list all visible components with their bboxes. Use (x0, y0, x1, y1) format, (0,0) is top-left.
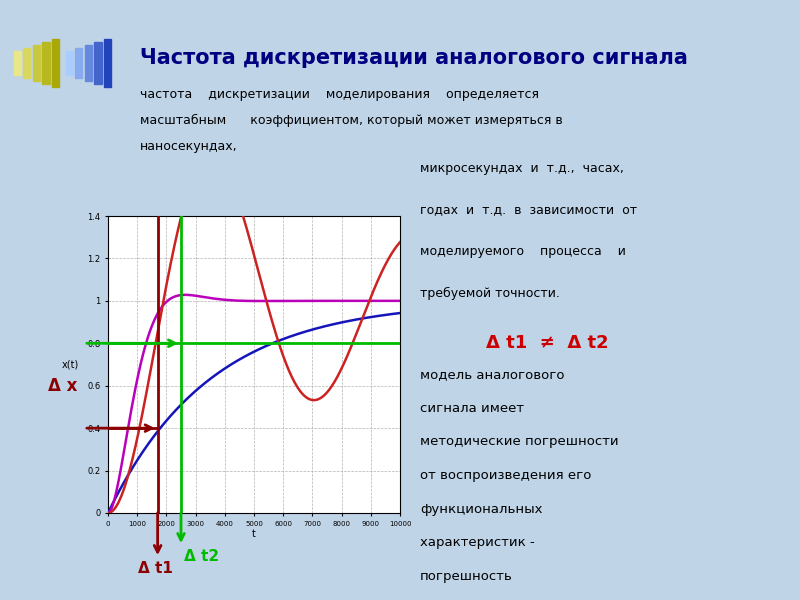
Text: погрешность: погрешность (420, 570, 513, 583)
Text: масштабным      коэффициентом, который может измеряться в: масштабным коэффициентом, который может … (140, 114, 562, 127)
X-axis label: t: t (252, 529, 256, 539)
Text: Δ t1  ≠  Δ t2: Δ t1 ≠ Δ t2 (486, 334, 609, 352)
Text: от воспроизведения его: от воспроизведения его (420, 469, 591, 482)
Text: наносекундах,: наносекундах, (140, 140, 238, 154)
Y-axis label: x(t): x(t) (62, 359, 79, 370)
Text: Δ t2: Δ t2 (184, 549, 219, 564)
Text: методические погрешности: методические погрешности (420, 435, 618, 448)
Text: Δ x: Δ x (48, 377, 78, 395)
Text: требуемой точности.: требуемой точности. (420, 287, 560, 300)
Text: частота    дискретизации    моделирования    определяется: частота дискретизации моделирования опре… (140, 88, 539, 101)
Text: моделируемого    процесса    и: моделируемого процесса и (420, 245, 626, 258)
Text: микросекундах  и  т.д.,  часах,: микросекундах и т.д., часах, (420, 162, 624, 175)
Text: сигнала имеет: сигнала имеет (420, 401, 524, 415)
Text: Δ t1: Δ t1 (138, 561, 173, 576)
Text: Частота дискретизации аналогового сигнала: Частота дискретизации аналогового сигнал… (140, 48, 688, 68)
Text: годах  и  т.д.  в  зависимости  от: годах и т.д. в зависимости от (420, 203, 637, 217)
Text: характеристик -: характеристик - (420, 536, 534, 549)
Text: функциональных: функциональных (420, 503, 542, 515)
Text: процесса - Δ: процесса - Δ (0, 599, 1, 600)
Text: модель аналогового: модель аналогового (420, 368, 565, 381)
